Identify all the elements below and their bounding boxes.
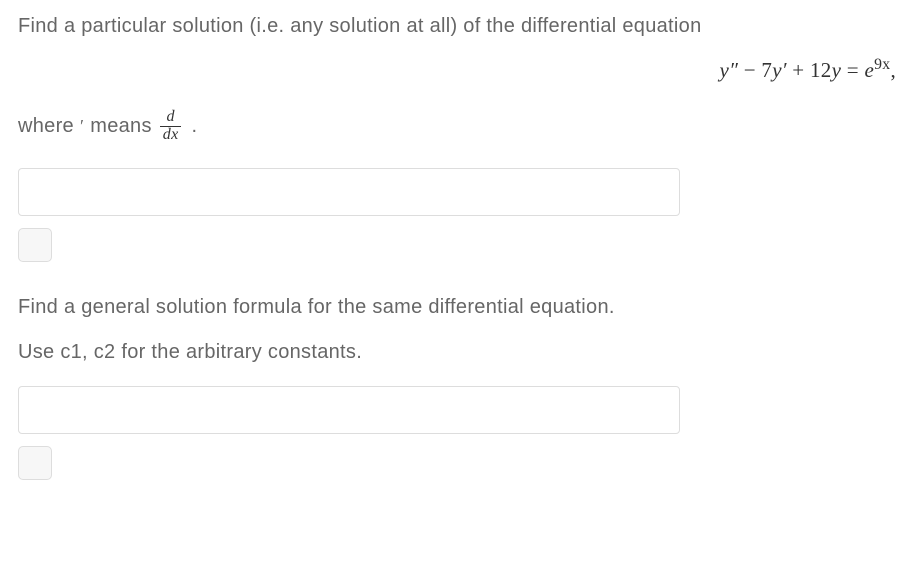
where-line: where ′ means d dx .	[18, 109, 904, 144]
q2-hint: Use c1, c2 for the arbitrary constants.	[18, 341, 904, 364]
q2-check-button[interactable]	[18, 446, 52, 480]
differential-equation: y″ − 7y′ + 12y = e9x,	[18, 56, 904, 83]
fraction-numerator: d	[163, 109, 177, 126]
where-means: means	[90, 115, 152, 138]
eq-exponent: 9x	[874, 56, 890, 73]
eq-minus: −	[738, 58, 761, 82]
eq-coef-7: 7	[761, 58, 772, 82]
eq-e: e	[864, 58, 874, 82]
eq-equals: =	[841, 58, 864, 82]
q1-check-button[interactable]	[18, 228, 52, 262]
eq-plus: +	[787, 58, 810, 82]
q1-answer-input[interactable]	[18, 168, 680, 216]
q2-prompt: Find a general solution formula for the …	[18, 296, 904, 319]
q2-answer-input[interactable]	[18, 386, 680, 434]
where-prefix: where	[18, 115, 74, 138]
eq-y-double-prime: y″	[719, 58, 738, 82]
eq-y-prime: y′	[772, 58, 787, 82]
fraction-d-dx: d dx	[160, 109, 182, 144]
eq-coef-12: 12	[810, 58, 832, 82]
where-period: .	[191, 115, 197, 138]
fraction-denominator: dx	[160, 126, 182, 144]
prime-symbol: ′	[80, 116, 84, 137]
eq-comma: ,	[890, 58, 896, 82]
q1-prompt: Find a particular solution (i.e. any sol…	[18, 12, 904, 40]
eq-y: y	[832, 58, 842, 82]
